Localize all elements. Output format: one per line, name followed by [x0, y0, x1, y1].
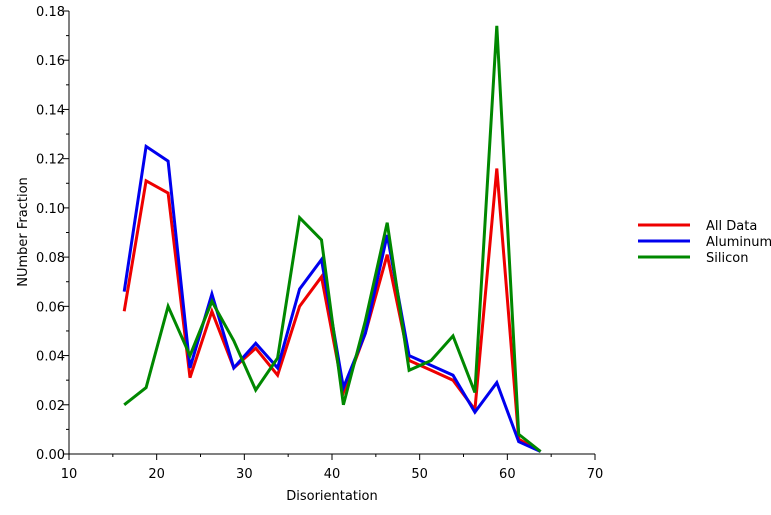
x-tick-label: 70 — [587, 467, 604, 482]
y-tick-label: 0.06 — [36, 300, 65, 315]
x-tick-label: 10 — [61, 467, 78, 482]
x-tick-label: 60 — [499, 467, 516, 482]
y-tick-label: 0.12 — [36, 153, 65, 168]
x-tick-label: 50 — [411, 467, 428, 482]
legend-label-all-data: All Data — [706, 219, 757, 234]
x-axis-title: Disorientation — [286, 489, 378, 504]
y-tick-label: 0.18 — [36, 5, 65, 20]
legend-label-aluminum: Aluminum — [706, 235, 771, 250]
y-tick-label: 0.04 — [36, 350, 65, 365]
legend-label-silicon: Silicon — [706, 251, 748, 266]
x-tick-label: 30 — [236, 467, 253, 482]
y-tick-label: 0.10 — [36, 202, 65, 217]
chart-series — [122, 25, 542, 453]
series-line-aluminum — [122, 143, 542, 453]
y-tick-label: 0.00 — [36, 448, 65, 463]
y-tick-label: 0.14 — [36, 103, 65, 118]
y-tick-label: 0.16 — [36, 54, 65, 69]
y-axis-title: NUmber Fraction — [16, 177, 31, 287]
x-tick-label: 20 — [148, 467, 165, 482]
y-tick-label: 0.08 — [36, 251, 65, 266]
series-line-silicon — [123, 25, 542, 453]
chart-ticks: 10 20 30 40 50 60 70 0.00 0.02 0.04 0.06 0.08 0.10 0.… — [36, 5, 603, 482]
x-tick-label: 40 — [324, 467, 341, 482]
y-tick-label: 0.02 — [36, 399, 65, 414]
